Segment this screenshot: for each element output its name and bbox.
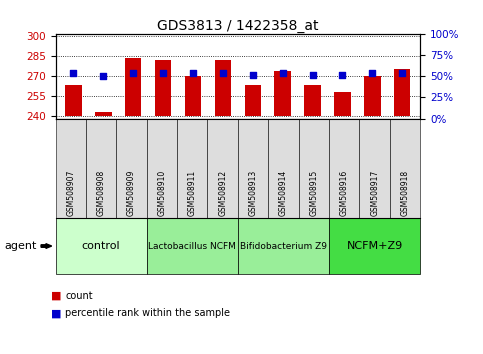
Bar (364, 76, 381, 116)
Bar (334, 92, 351, 116)
Bar (185, 76, 201, 116)
Point (159, 70, 167, 76)
Text: GSM508907: GSM508907 (66, 170, 75, 216)
Point (398, 70, 406, 76)
Text: GSM508910: GSM508910 (157, 170, 167, 216)
Text: GSM508914: GSM508914 (279, 170, 288, 216)
Text: control: control (82, 241, 120, 251)
Point (99, 73, 107, 79)
Bar (155, 60, 171, 116)
Text: Lactobacillus NCFM: Lactobacillus NCFM (148, 241, 236, 251)
Text: percentile rank within the sample: percentile rank within the sample (65, 308, 230, 318)
Text: ■: ■ (51, 291, 61, 301)
Point (129, 70, 137, 76)
Point (189, 70, 197, 76)
Text: GSM508913: GSM508913 (249, 170, 257, 216)
Point (70, 70, 77, 76)
Text: ■: ■ (51, 308, 61, 318)
Text: GSM508909: GSM508909 (127, 170, 136, 216)
Text: count: count (65, 291, 93, 301)
Text: GSM508917: GSM508917 (370, 170, 379, 216)
Bar (304, 85, 321, 116)
Bar (274, 71, 291, 116)
Text: agent: agent (5, 241, 37, 251)
Bar (65, 85, 82, 116)
Title: GDS3813 / 1422358_at: GDS3813 / 1422358_at (157, 19, 319, 33)
Text: GSM508915: GSM508915 (309, 170, 318, 216)
Bar (125, 58, 142, 116)
Bar (215, 60, 231, 116)
Text: Bifidobacterium Z9: Bifidobacterium Z9 (240, 241, 327, 251)
Point (249, 72, 256, 78)
Text: GSM508916: GSM508916 (340, 170, 349, 216)
Point (369, 70, 376, 76)
Point (339, 72, 346, 78)
Text: NCFM+Z9: NCFM+Z9 (346, 241, 403, 251)
Text: GSM508908: GSM508908 (97, 170, 106, 216)
Point (279, 70, 286, 76)
Text: GSM508912: GSM508912 (218, 170, 227, 216)
Bar (394, 69, 411, 116)
Bar (244, 85, 261, 116)
Text: GSM508918: GSM508918 (400, 170, 410, 216)
Point (219, 70, 227, 76)
Bar (95, 112, 112, 116)
Point (309, 72, 316, 78)
Text: GSM508911: GSM508911 (188, 170, 197, 216)
